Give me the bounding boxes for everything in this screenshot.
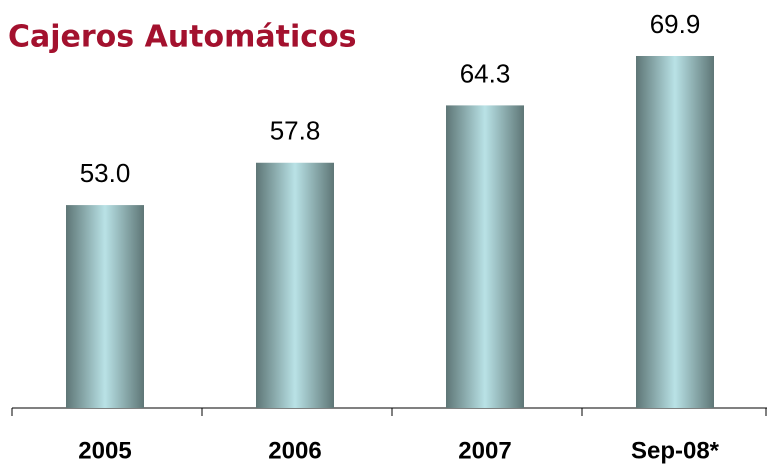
value-label: 64.3: [460, 58, 511, 88]
chart-title: Cajeros Automáticos: [8, 20, 357, 55]
x-tick-label: 2006: [268, 437, 321, 464]
value-label: 53.0: [80, 158, 131, 188]
bar: [636, 55, 714, 408]
x-tick-label: Sep-08*: [631, 437, 720, 464]
bar: [256, 162, 334, 408]
bar: [66, 205, 144, 408]
x-tick-label: 2005: [78, 437, 131, 464]
bar: [446, 105, 524, 409]
value-label: 69.9: [650, 9, 701, 39]
x-tick-label: 2007: [458, 437, 511, 464]
value-label: 57.8: [270, 116, 321, 146]
